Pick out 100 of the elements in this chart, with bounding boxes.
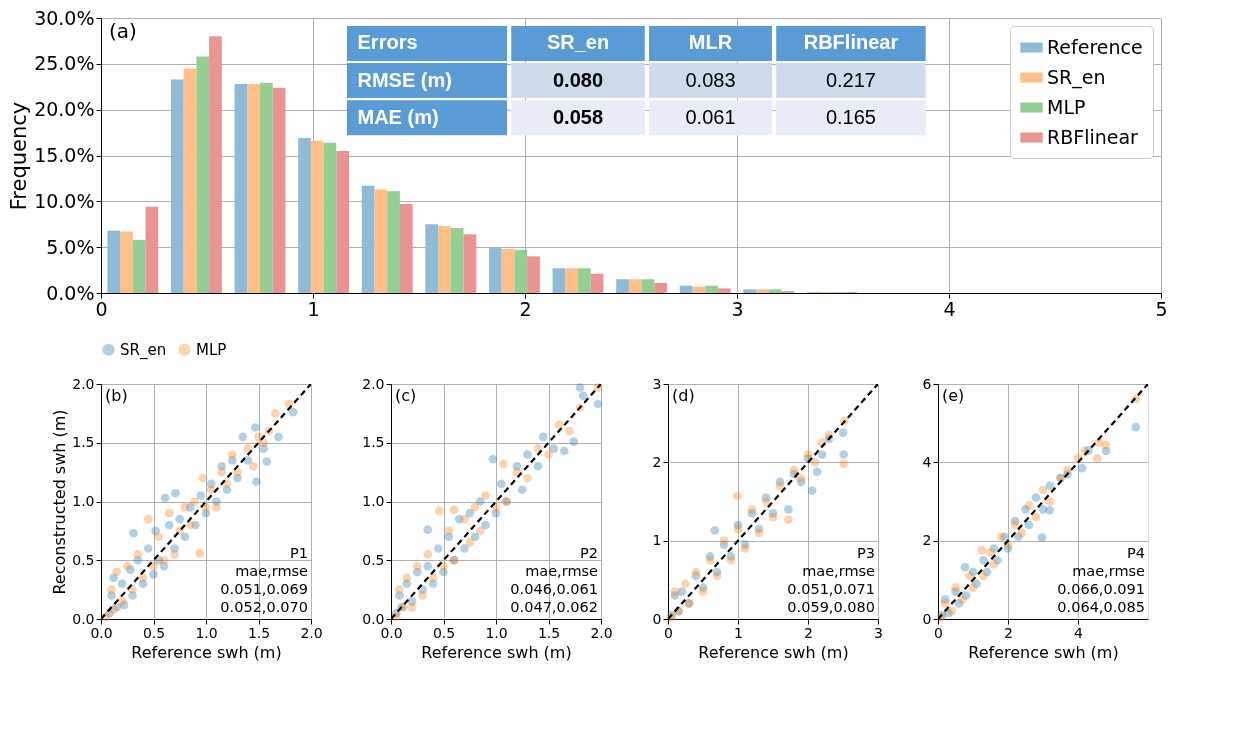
- y-tick-label: 4: [922, 453, 932, 470]
- bar: [399, 204, 413, 293]
- point: [198, 473, 208, 483]
- point: [254, 432, 263, 442]
- point: [154, 532, 164, 542]
- point: [407, 602, 417, 612]
- annotation: 0.047,0.062: [510, 599, 598, 615]
- point: [470, 503, 480, 512]
- point: [433, 544, 443, 553]
- point: [180, 532, 190, 542]
- y-tick-label: 2: [652, 453, 662, 470]
- y-tick-label: 0.0%: [46, 281, 95, 304]
- point: [575, 383, 585, 392]
- x-tick-label: 0: [934, 624, 943, 641]
- point: [839, 459, 849, 469]
- x-tick-label: 0.0: [90, 624, 113, 641]
- x-tick-label: 1.5: [537, 624, 561, 641]
- point: [138, 573, 148, 583]
- bar: [425, 224, 439, 293]
- point: [784, 505, 793, 514]
- bar: [234, 84, 248, 293]
- point: [523, 450, 532, 459]
- point: [428, 573, 438, 583]
- y-tick-label: 0.5: [72, 551, 95, 568]
- y-tick-label: 20.0%: [34, 98, 95, 121]
- annotation: mae,rmse: [525, 563, 599, 579]
- point: [465, 538, 475, 547]
- annotation: (c): [395, 386, 417, 405]
- y-tick-label: 1.5: [362, 434, 385, 451]
- y-tick-label: 0: [922, 610, 932, 627]
- x-tick-label: 1.0: [195, 624, 218, 641]
- legend-label: Reference: [1047, 35, 1143, 58]
- point: [839, 450, 849, 459]
- point: [559, 446, 569, 456]
- point: [259, 438, 269, 448]
- point: [958, 595, 967, 604]
- point: [732, 491, 742, 501]
- point: [523, 473, 532, 483]
- point: [747, 505, 757, 514]
- point: [164, 520, 174, 530]
- bar: [628, 279, 642, 293]
- bar: [527, 256, 540, 293]
- y-tick-label: 6: [922, 375, 932, 392]
- bar: [616, 279, 629, 293]
- bar: [145, 206, 159, 293]
- point: [423, 550, 433, 559]
- point: [107, 585, 116, 594]
- annotation: 0.051,0.071: [787, 581, 875, 597]
- point: [979, 555, 988, 565]
- point: [117, 597, 127, 606]
- point: [698, 587, 708, 596]
- annotation: (b): [105, 386, 128, 405]
- point: [423, 525, 433, 535]
- point: [1045, 505, 1054, 515]
- bar: [387, 191, 400, 293]
- x-tick-label: 2.0: [590, 624, 613, 641]
- point: [112, 567, 122, 577]
- point: [538, 432, 548, 442]
- point: [465, 508, 475, 518]
- y-tick-label: 1: [652, 532, 662, 549]
- annotation: (e): [942, 386, 965, 405]
- point: [517, 485, 527, 495]
- point: [947, 606, 957, 616]
- y-tick-label: 2.0: [72, 375, 95, 392]
- point: [444, 526, 454, 536]
- annotation: 0.066,0.091: [1057, 581, 1145, 597]
- point: [270, 409, 280, 418]
- annotation: P4: [1127, 545, 1145, 561]
- point: [481, 491, 490, 500]
- point: [740, 544, 750, 553]
- bar: [170, 79, 184, 293]
- bar: [310, 140, 324, 293]
- point: [206, 485, 216, 495]
- point: [212, 503, 221, 512]
- bar: [132, 239, 146, 293]
- annotation: (a): [109, 19, 137, 43]
- x-tick-label: 0.5: [142, 624, 166, 641]
- point: [470, 532, 480, 542]
- y-tick-label: 0.0: [72, 610, 95, 627]
- point: [143, 514, 153, 524]
- point: [838, 428, 848, 437]
- x-tick-label: 3: [874, 624, 883, 641]
- legend-label: SR_en: [1047, 65, 1106, 89]
- point: [544, 450, 553, 459]
- bar: [247, 84, 260, 293]
- point: [233, 467, 242, 477]
- point: [960, 562, 970, 572]
- point: [565, 426, 574, 436]
- x-tick-label: 1.0: [485, 624, 508, 641]
- point: [238, 432, 248, 442]
- bar: [501, 249, 515, 293]
- annotation: mae,rmse: [802, 563, 876, 579]
- point: [460, 544, 469, 553]
- annotation: 0.052,0.070: [220, 599, 308, 615]
- bar: [438, 226, 451, 293]
- x-axis-title: Reference swh (m): [421, 642, 572, 662]
- point: [449, 505, 459, 515]
- point: [951, 583, 960, 592]
- point: [1045, 497, 1055, 506]
- point: [996, 532, 1006, 542]
